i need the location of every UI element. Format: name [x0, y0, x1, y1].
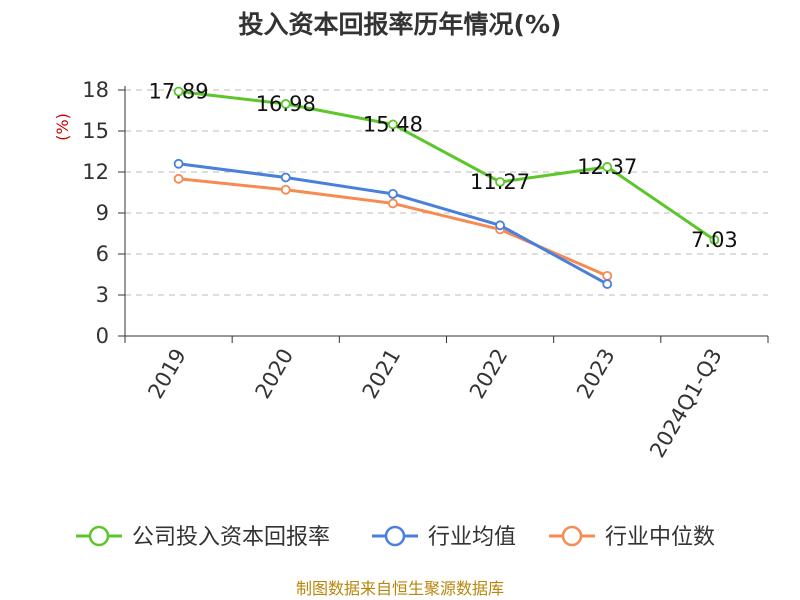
y-tick-label-3: 3 — [96, 283, 109, 307]
legend-marker-0 — [88, 525, 110, 547]
data-label-0: 17.89 — [149, 80, 209, 104]
y-tick-label-9: 9 — [96, 201, 109, 225]
chart-title: 投入资本回报率历年情况(%) — [239, 10, 562, 39]
data-label-4: 12.37 — [577, 155, 637, 179]
data-label-2: 15.48 — [363, 112, 423, 136]
data-point-s1-2 — [388, 188, 398, 199]
data-label-1: 16.98 — [256, 92, 316, 116]
x-tick-label-2021: 2021 — [358, 345, 406, 403]
y-axis-unit-label: (%) — [53, 113, 72, 141]
data-point-s0-1 — [280, 99, 291, 109]
data-point-s0-3 — [495, 177, 505, 187]
gridlines — [125, 89, 768, 296]
y-tick-label-6: 6 — [96, 242, 109, 266]
y-tick-label-18: 18 — [82, 78, 109, 102]
legend-item-2[interactable]: 行业中位数 — [549, 525, 715, 550]
data-point-s0-2 — [388, 119, 398, 130]
data-point-s2-1 — [280, 184, 291, 195]
legend-item-1[interactable]: 行业均值 — [372, 525, 516, 550]
data-labels: 17.89 16.98 15.48 11.27 12.37 7.03 — [149, 80, 738, 252]
source-note: 制图数据来自恒生聚源数据库 — [296, 579, 504, 598]
x-tick-label-2019: 2019 — [143, 345, 191, 403]
legend-label-2: 行业中位数 — [605, 525, 715, 550]
data-point-s2-0 — [173, 173, 184, 184]
series-line-0 — [178, 90, 716, 242]
data-label-3: 11.27 — [470, 170, 530, 194]
data-point-s2-4 — [602, 270, 613, 281]
series-layer — [173, 86, 720, 289]
data-label-5: 7.03 — [691, 228, 738, 252]
series-line-1 — [178, 162, 609, 286]
x-tick-label-2023: 2023 — [572, 345, 620, 403]
data-point-s1-3 — [495, 220, 505, 231]
x-tick-label-2022: 2022 — [465, 345, 513, 403]
x-tick-label-2024Q1-Q3: 2024Q1-Q3 — [645, 345, 727, 462]
legend-label-1: 行业均值 — [428, 525, 516, 550]
y-tick-label-12: 12 — [82, 160, 109, 184]
data-point-s0-4 — [602, 162, 613, 172]
data-point-s0-5 — [709, 235, 720, 245]
legend-label-0: 公司投入资本回报率 — [132, 525, 330, 550]
data-point-s0-0 — [173, 86, 184, 97]
y-tick-label-0: 0 — [96, 324, 109, 348]
data-point-s1-1 — [280, 172, 291, 183]
legend-marker-2 — [561, 525, 583, 547]
y-tick-label-15: 15 — [82, 119, 109, 143]
legend-item-0[interactable]: 公司投入资本回报率 — [76, 525, 330, 550]
legend[interactable]: 公司投入资本回报率 行业均值 行业中位数 — [76, 525, 715, 550]
data-point-s2-2 — [388, 198, 398, 209]
axes: 0 3 6 9 12 15 18 2019 2020 2021 2022 2023 2024Q1-Q3 — [82, 78, 769, 462]
x-tick-label-2020: 2020 — [251, 345, 299, 403]
data-point-s1-0 — [173, 158, 184, 169]
data-point-s1-4 — [602, 279, 613, 289]
legend-marker-1 — [384, 525, 406, 547]
